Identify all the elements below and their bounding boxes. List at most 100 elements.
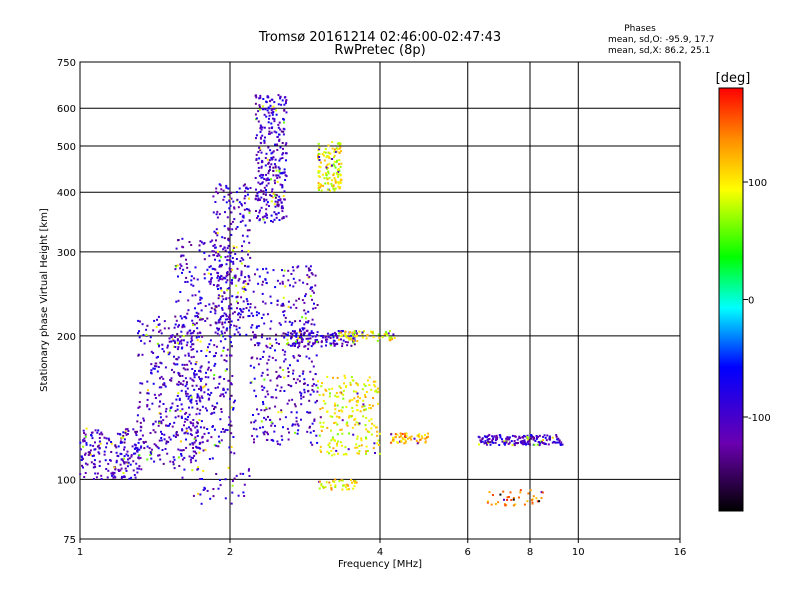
data-point [80,455,83,458]
data-point [201,405,204,408]
data-point [269,347,272,349]
data-point [266,362,269,365]
data-point [175,432,178,435]
data-point [278,195,281,198]
data-point [258,219,261,222]
data-point [272,156,275,159]
data-point [204,407,207,410]
data-point [265,281,268,284]
data-point [167,327,170,330]
data-point [138,465,141,468]
data-point [285,142,288,145]
data-point [225,263,228,266]
data-point [266,158,269,161]
data-point [195,431,198,434]
data-point [335,171,338,174]
data-point [275,396,278,399]
data-point [225,281,228,284]
data-point [264,136,266,139]
stats-heading: Phases [624,24,656,34]
data-point [344,330,347,333]
data-point [307,343,310,346]
data-point [543,434,546,437]
data-point [122,472,125,474]
data-point [83,440,86,442]
data-point [163,350,165,353]
data-point [98,433,101,436]
data-point [317,175,320,177]
data-point [368,407,371,410]
data-point [488,491,491,494]
data-point [184,417,187,420]
data-point [284,143,287,146]
data-point [218,259,221,262]
data-point [351,398,354,401]
data-point [224,391,227,394]
data-point [169,422,171,425]
data-point [97,429,100,432]
data-point [318,170,321,173]
data-point [298,279,301,282]
data-point [262,300,265,303]
data-point [216,284,219,287]
data-point [199,409,202,412]
data-point [365,450,368,453]
data-point [85,441,88,444]
data-point [270,200,273,203]
data-point [270,152,273,155]
data-point [538,441,540,444]
grid-lines [80,62,680,539]
data-point [271,422,274,425]
data-point [309,337,312,340]
data-point [280,386,283,389]
data-point [263,178,266,180]
data-point [271,98,274,101]
data-point [333,177,336,180]
data-point [338,151,341,154]
data-point [249,256,252,259]
data-point [214,312,217,315]
data-point [284,320,287,323]
data-point [226,216,229,219]
data-point [226,429,229,432]
data-point [311,298,313,301]
data-point [315,354,318,357]
data-point [533,443,536,446]
data-point [333,344,336,347]
data-point [84,453,86,456]
x-tick-label: 10 [572,547,585,558]
data-point [270,220,272,222]
data-point [282,274,285,277]
data-point [300,394,302,397]
data-point [190,275,193,278]
data-point [236,191,238,194]
data-point [180,342,183,345]
data-point [310,323,313,326]
data-point [228,446,231,449]
data-point [225,201,228,204]
data-point [230,251,233,254]
data-point [261,160,264,163]
data-point [336,442,338,445]
data-point [203,426,206,429]
data-point [136,420,139,423]
data-point [327,335,330,338]
data-point [229,270,232,273]
data-point [265,173,267,176]
data-point [506,436,509,439]
data-point [341,330,344,332]
data-point [212,284,215,286]
data-point [415,439,418,442]
data-point [324,172,327,175]
data-point [338,147,341,150]
data-point [291,321,294,324]
data-point [176,333,179,336]
data-point [505,437,508,440]
data-point [212,495,215,498]
data-point [281,210,284,213]
data-point [191,343,194,346]
data-point [123,448,125,451]
data-point [242,300,245,303]
data-point [331,164,333,167]
